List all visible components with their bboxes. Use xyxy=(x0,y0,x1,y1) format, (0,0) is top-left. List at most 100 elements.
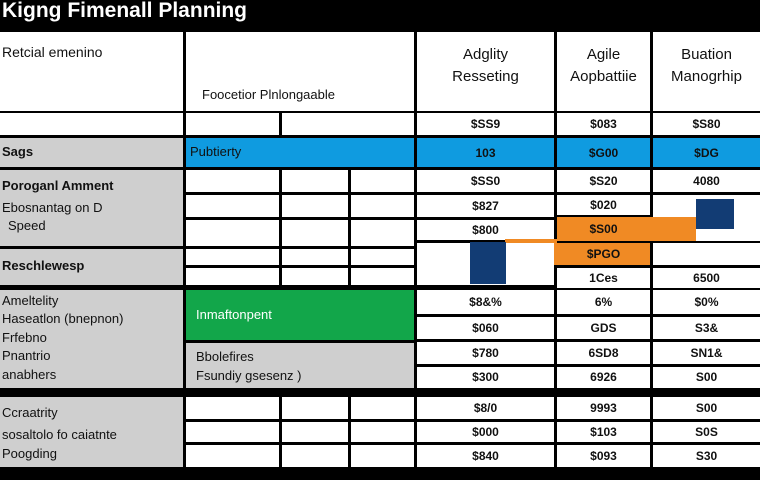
value-col3-7: S00 xyxy=(695,401,718,415)
col3-r4: 6500 xyxy=(653,268,760,288)
value-col3-2: 6500 xyxy=(693,271,720,285)
value-col2-9: 6926 xyxy=(590,370,617,384)
col1-r8: $300 xyxy=(417,367,554,388)
row2-col2: $083 xyxy=(557,113,650,135)
sags-label: Sags xyxy=(2,144,34,159)
value-col2-0: $G00 xyxy=(588,146,619,160)
navy-block-right xyxy=(696,199,734,229)
col1-r5: $8&% xyxy=(417,290,554,314)
mid-c-8 xyxy=(282,445,348,467)
orange-connector xyxy=(650,217,696,241)
group-b-label-3: Pnantrio xyxy=(2,348,51,363)
header-col2-cell: Agile Aopbattiie xyxy=(557,32,650,111)
value-col2-8: 6SD8 xyxy=(588,346,619,360)
value-col3-5: SN1& xyxy=(690,346,723,360)
value-col2-3: $S00 xyxy=(589,222,618,236)
value-col1-0: 103 xyxy=(475,146,496,160)
group-a-label-0: Poroganl Amment xyxy=(2,178,114,193)
col2-r4-orange: $PGO xyxy=(557,243,650,265)
mid-r-5 xyxy=(282,268,348,285)
header-col1-label: Adglity Resseting xyxy=(452,46,519,85)
group-c-label-1: sosaltolo fo caiatnte xyxy=(2,427,117,442)
col1-r1: $SS0 xyxy=(417,170,554,192)
blue-band: Pubtierty xyxy=(186,138,414,167)
header-col2-label: Agile Aopbattiie xyxy=(570,46,637,85)
mid-a-6 xyxy=(351,195,414,217)
mid-c-6 xyxy=(351,422,414,442)
value-col1-1: $SS0 xyxy=(470,174,501,188)
value-col1-8: $300 xyxy=(472,370,499,384)
group-a-label-2: Speed xyxy=(8,218,46,233)
value-col1-5: $8&% xyxy=(469,295,502,309)
value-col1-3: $800 xyxy=(472,223,499,237)
value-col2-4: $PGO xyxy=(586,247,621,261)
header-col3-label: Buation Manogrhip xyxy=(671,46,742,85)
mid-a-5 xyxy=(282,195,348,217)
mid-a-8 xyxy=(282,220,348,246)
header-corner-cell: Retcial emenino xyxy=(0,32,183,111)
group-b-label-2: Frfebno xyxy=(2,330,47,345)
mid-r-6 xyxy=(351,268,414,285)
mid-c-9 xyxy=(351,445,414,467)
col1-r10: $000 xyxy=(417,422,554,442)
sags-cell: Sags xyxy=(0,138,183,167)
boottfitres-cell: Bbolefires Fsundiy gsesenz ) xyxy=(186,343,414,388)
group-a-label-1: Ebosnantag on D xyxy=(2,200,103,215)
group-c-label-2: Poogding xyxy=(2,446,57,461)
mid-a-9 xyxy=(351,220,414,246)
group-a-cell: Poroganl Amment Ebosnantag on D Speed xyxy=(0,170,183,246)
header-col3-cell: Buation Manogrhip xyxy=(653,32,760,111)
col2-r2: $020 xyxy=(557,195,650,215)
mid-a-2 xyxy=(282,170,348,192)
value-col1-2: $827 xyxy=(472,199,499,213)
mid-r-1 xyxy=(186,249,279,265)
page-title: Kigng Fimenall Planning xyxy=(2,0,248,22)
mid-c-3 xyxy=(351,397,414,419)
blue-col3: $DG xyxy=(653,138,760,167)
group-c-cell: Ccraatrity sosaltolo fo caiatnte Poogdin… xyxy=(0,397,183,467)
mid-c-1 xyxy=(186,397,279,419)
col2-r7: GDS xyxy=(557,317,650,339)
value-col2-6: 6% xyxy=(594,295,613,309)
blue-col1: 103 xyxy=(417,138,554,167)
value-col1-9: $8/0 xyxy=(473,401,498,415)
value-col2-7: GDS xyxy=(590,321,617,335)
col1-r6: $060 xyxy=(417,317,554,339)
col3-r5: $0% xyxy=(653,290,760,314)
boottfitres-label: Bbolefires xyxy=(196,349,254,364)
mid-r-4 xyxy=(186,268,279,285)
resetear-cell: Reschlewesp xyxy=(0,249,183,285)
mid-r-2 xyxy=(282,249,348,265)
green-band: Inmaftonpent xyxy=(186,290,414,340)
col2-r9: 6926 xyxy=(557,367,650,388)
mid-r-3 xyxy=(351,249,414,265)
group-c-label-0: Ccraatrity xyxy=(2,405,58,420)
header-col1-cell: Adglity Resseting xyxy=(417,32,554,111)
col1-r7: $780 xyxy=(417,342,554,364)
resetear-label: Reschlewesp xyxy=(2,258,85,273)
value-col3-0: $DG xyxy=(694,146,719,160)
value-col3-1: 4080 xyxy=(693,174,720,188)
mid-a-1 xyxy=(186,170,279,192)
group-b-label-0: Ameltelity xyxy=(2,293,59,308)
value-col1-10: $000 xyxy=(472,425,499,439)
value-col1-6: $060 xyxy=(472,321,499,335)
col2-r5: 1Ces xyxy=(557,268,650,288)
mid-c-4 xyxy=(186,422,279,442)
group-b-label-4: anabhers xyxy=(2,367,57,382)
green-band-label: Inmaftonpent xyxy=(196,307,272,322)
col3-r9: S00 xyxy=(653,397,760,419)
navy-block-left xyxy=(470,242,506,284)
value-col3-9: S30 xyxy=(695,449,718,463)
value-col2-12: $093 xyxy=(590,449,617,463)
col1-r2: $827 xyxy=(417,195,554,217)
group-b-label-1: Haseatlon (bnepnon) xyxy=(2,311,124,326)
col1-r9: $8/0 xyxy=(417,397,554,419)
row2-left xyxy=(0,113,183,135)
value-col3-8: S0S xyxy=(695,425,718,439)
col3-r3 xyxy=(653,243,760,265)
row2-mid-b xyxy=(282,113,414,135)
header-value-col3: $S80 xyxy=(692,117,721,131)
mid-a-7 xyxy=(186,220,279,246)
col3-r10: S0S xyxy=(653,422,760,442)
